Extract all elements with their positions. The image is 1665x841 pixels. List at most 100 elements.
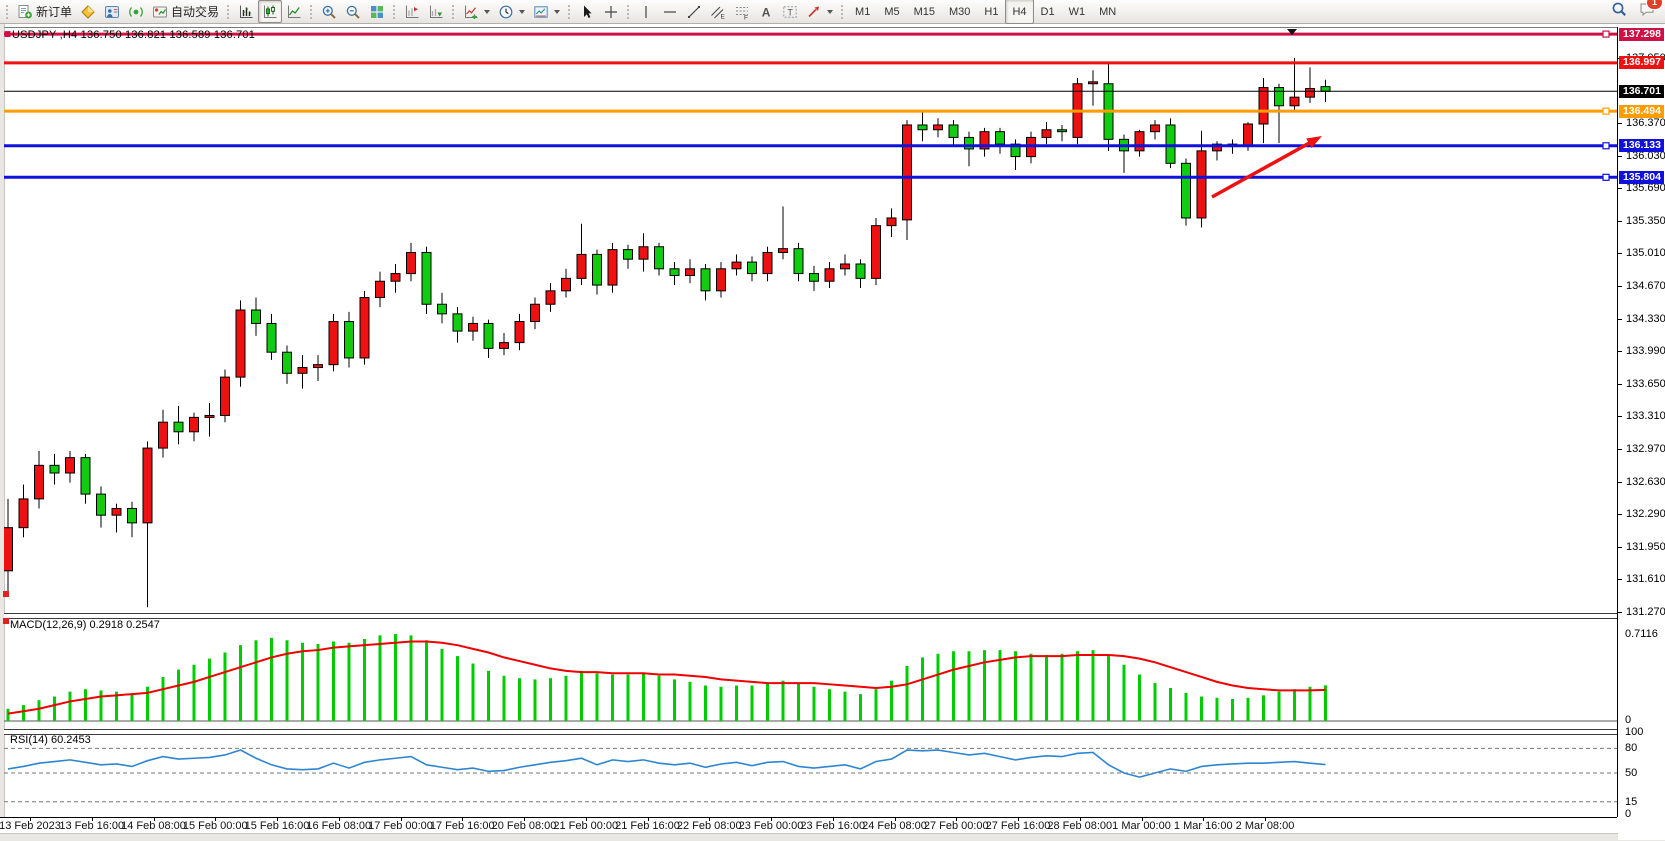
- indicators-button[interactable]: [459, 0, 494, 23]
- vertical-line-button[interactable]: [634, 0, 658, 23]
- text-button[interactable]: A: [754, 0, 778, 23]
- horizontal-line-button[interactable]: [658, 0, 682, 23]
- channel-icon: E: [711, 6, 726, 20]
- autotrade-icon: [153, 6, 168, 17]
- zoom-in-button[interactable]: [317, 0, 341, 23]
- time-tick-label: 28 Feb 08:00: [1047, 820, 1113, 832]
- rsi-pane[interactable]: [4, 732, 1617, 817]
- fibonacci-button[interactable]: F: [730, 0, 754, 23]
- search-button[interactable]: [1611, 1, 1627, 22]
- svg-text:F: F: [744, 14, 748, 20]
- pane-splitter-rsi[interactable]: [4, 729, 1617, 735]
- price-chart-pane[interactable]: [4, 28, 1617, 613]
- price-tick-label: 132.970: [1626, 443, 1665, 456]
- auto-scroll-button[interactable]: [424, 0, 448, 23]
- toolbar-group-handle[interactable]: [451, 4, 457, 19]
- cursor-button[interactable]: [575, 0, 599, 23]
- templates-button[interactable]: [529, 0, 564, 23]
- timeframe-d1-button[interactable]: D1: [1040, 5, 1055, 18]
- price-tick-label: 135.690: [1626, 182, 1665, 195]
- zoom-out-button[interactable]: [341, 0, 365, 23]
- time-tick-label: 17 Feb 00:00: [368, 820, 433, 832]
- toolbar-group-handle[interactable]: [626, 4, 632, 19]
- toolbar-buttons: 新订单 自动交易 E F A T M1 M5 M15 M30 H1 H4 D1 W1 MN: [2, 0, 1123, 24]
- toolbar-group-handle[interactable]: [5, 4, 10, 19]
- market-watch-button[interactable]: [76, 0, 100, 23]
- time-tick-mark: [462, 818, 464, 821]
- periods-button[interactable]: [494, 0, 529, 23]
- macd-label: MACD(12,26,9) 0.2918 0.2547: [10, 619, 160, 631]
- timeframe-h4-button[interactable]: H4: [1005, 0, 1034, 24]
- time-tick-mark: [585, 818, 587, 821]
- candle-chart-mode-button[interactable]: [258, 0, 283, 23]
- chevron-down-icon: [554, 9, 561, 14]
- rsi-level-0: 0: [1625, 808, 1632, 820]
- window-left-edge: [0, 24, 5, 840]
- auto-trading-label: 自动交易: [171, 5, 220, 19]
- toolbar-group-handle[interactable]: [392, 4, 398, 19]
- svg-text:E: E: [721, 13, 726, 20]
- price-axis[interactable]: 137.050136.370136.030135.690135.350135.0…: [1618, 24, 1665, 840]
- timeframe-h1-button[interactable]: H1: [984, 5, 999, 18]
- tile-windows-icon: [371, 5, 384, 18]
- fibonacci-icon: F: [736, 6, 749, 20]
- price-tick-mark: [1618, 546, 1622, 548]
- object-anchor[interactable]: [3, 591, 9, 597]
- toolbar-group-handle[interactable]: [309, 4, 315, 19]
- object-anchor[interactable]: [3, 618, 9, 624]
- line-chart-mode-button[interactable]: [282, 0, 306, 23]
- time-tick-mark: [1265, 818, 1266, 821]
- time-tick-label: 2 Mar 08:00: [1235, 820, 1295, 832]
- timeframe-w1-button[interactable]: W1: [1068, 5, 1086, 18]
- bar-chart-mode-button[interactable]: [234, 0, 258, 23]
- toolbar-group-handle[interactable]: [840, 4, 846, 19]
- toolbar-group-handle[interactable]: [567, 4, 573, 19]
- new-order-button[interactable]: 新订单: [13, 0, 76, 23]
- arrows-button[interactable]: [802, 0, 837, 23]
- time-tick-mark: [30, 818, 31, 821]
- equidistant-channel-button[interactable]: E: [706, 0, 730, 23]
- pane-splitter-macd[interactable]: [4, 613, 1617, 619]
- timeframe-m5-button[interactable]: M5: [884, 5, 900, 18]
- candle-chart-icon: [264, 5, 277, 18]
- notifications-button[interactable]: 1: [1639, 0, 1663, 22]
- price-tick-label: 135.350: [1626, 214, 1665, 227]
- time-tick-mark: [153, 818, 155, 821]
- text-label-button[interactable]: T: [778, 0, 802, 23]
- timeframe-mn-button[interactable]: MN: [1099, 5, 1117, 18]
- time-tick-label: 22 Feb 08:00: [676, 820, 742, 832]
- time-axis[interactable]: 13 Feb 2023 13 Feb 16:00 14 Feb 08:00 15 Fe…: [0, 817, 1617, 834]
- chart-window: USDJPY ,H4 136.750 136.821 136.589 136.7…: [0, 24, 1665, 841]
- time-tick-mark: [338, 818, 340, 821]
- chevron-down-icon: [519, 9, 526, 14]
- price-tick-mark: [1618, 253, 1622, 255]
- toolbar-group-handle[interactable]: [226, 4, 232, 19]
- timeframe-m30-button[interactable]: M30: [949, 5, 971, 18]
- new-order-label: 新订单: [36, 5, 73, 19]
- time-tick-mark: [1018, 818, 1019, 821]
- zoom-out-icon: [346, 5, 360, 19]
- signals-button[interactable]: [124, 0, 148, 23]
- chart-shift-button[interactable]: [400, 0, 424, 23]
- price-tick-mark: [1618, 351, 1622, 353]
- auto-trading-button[interactable]: 自动交易: [148, 0, 223, 23]
- time-tick-label: 23 Feb 00:00: [738, 820, 804, 832]
- data-window-icon: [105, 5, 120, 18]
- data-window-button[interactable]: [100, 0, 124, 23]
- trendline-button[interactable]: [682, 0, 706, 23]
- crosshair-button[interactable]: [599, 0, 623, 23]
- price-tick-mark: [1618, 220, 1622, 222]
- timeframe-m1-button[interactable]: M1: [855, 5, 871, 18]
- label-t-icon: T: [783, 5, 797, 18]
- svg-text:A: A: [762, 5, 771, 19]
- tile-windows-button[interactable]: [365, 0, 389, 23]
- rsi-level-80: 80: [1625, 742, 1638, 755]
- time-tick-label: 27 Feb 00:00: [923, 820, 989, 832]
- price-tick-mark: [1618, 318, 1622, 320]
- time-tick-mark: [709, 818, 711, 821]
- time-tick-label: 15 Feb 16:00: [244, 820, 310, 832]
- timeframe-m15-button[interactable]: M15: [913, 5, 935, 18]
- svg-text:T: T: [787, 7, 793, 17]
- macd-pane[interactable]: [4, 617, 1617, 729]
- time-tick-mark: [1141, 818, 1143, 821]
